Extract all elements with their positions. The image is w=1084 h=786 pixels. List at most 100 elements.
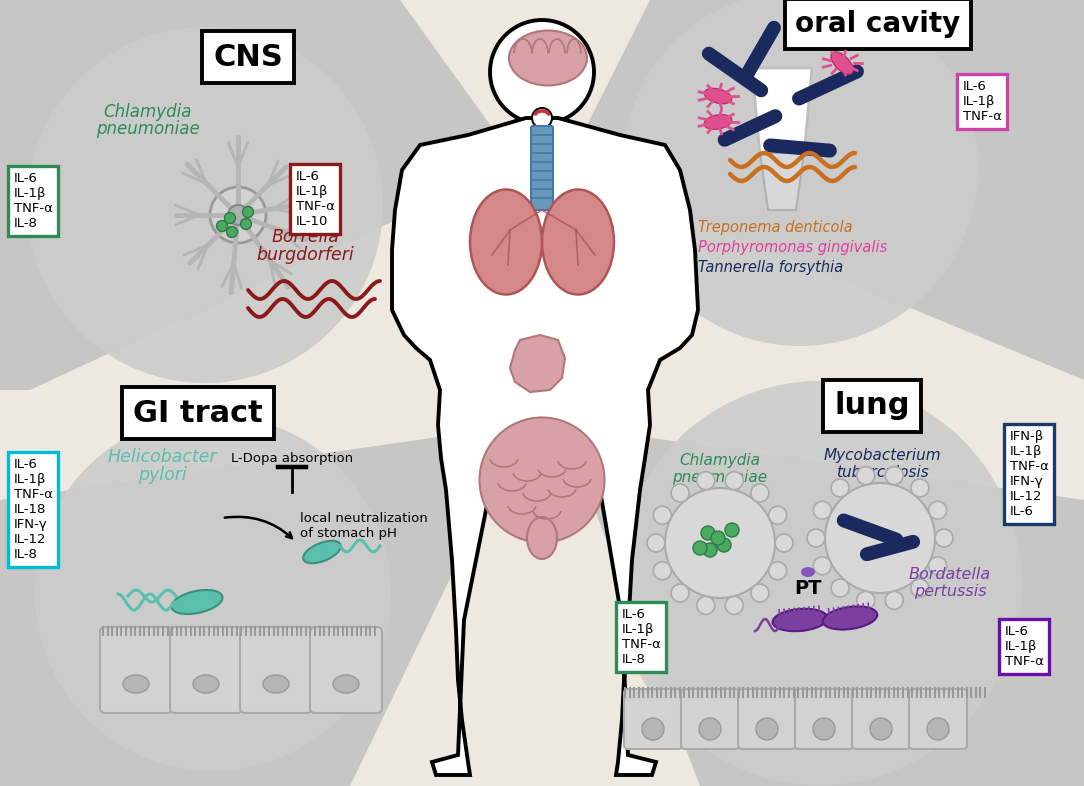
Circle shape [654, 562, 671, 580]
Text: burgdorferi: burgdorferi [256, 246, 353, 264]
Ellipse shape [801, 567, 815, 577]
Text: local neutralization
of stomach pH: local neutralization of stomach pH [300, 512, 428, 540]
Text: IL-6
IL-1β
TNF-α
IL-18
IFN-γ
IL-12
IL-8: IL-6 IL-1β TNF-α IL-18 IFN-γ IL-12 IL-8 [14, 458, 53, 561]
Text: CNS: CNS [214, 42, 283, 72]
Circle shape [813, 718, 835, 740]
Text: GI tract: GI tract [133, 399, 263, 428]
Ellipse shape [263, 675, 289, 693]
Circle shape [241, 219, 251, 230]
Circle shape [224, 212, 235, 223]
Ellipse shape [705, 88, 732, 104]
Circle shape [693, 541, 707, 555]
Ellipse shape [171, 590, 222, 614]
Circle shape [701, 526, 715, 540]
Ellipse shape [542, 189, 614, 295]
Circle shape [831, 479, 849, 497]
Circle shape [725, 472, 744, 490]
Ellipse shape [509, 31, 588, 86]
Text: IL-6
IL-1β
TNF-α
IL-8: IL-6 IL-1β TNF-α IL-8 [14, 172, 53, 230]
Ellipse shape [193, 675, 219, 693]
Circle shape [751, 484, 769, 502]
Circle shape [227, 226, 237, 237]
FancyBboxPatch shape [852, 689, 909, 749]
Circle shape [532, 108, 552, 128]
Polygon shape [760, 153, 804, 210]
FancyBboxPatch shape [909, 689, 967, 749]
Text: Tannerella forsythia: Tannerella forsythia [698, 260, 843, 275]
Circle shape [671, 484, 689, 502]
Circle shape [825, 483, 935, 593]
Circle shape [35, 415, 391, 771]
Text: pertussis: pertussis [914, 584, 986, 599]
Circle shape [870, 718, 892, 740]
Circle shape [228, 205, 248, 225]
Circle shape [813, 501, 831, 520]
Ellipse shape [304, 541, 340, 564]
Text: Porphyromonas gingivalis: Porphyromonas gingivalis [698, 240, 887, 255]
FancyBboxPatch shape [531, 126, 553, 210]
Text: Mycobacterium: Mycobacterium [823, 448, 941, 463]
Circle shape [725, 597, 744, 615]
Ellipse shape [831, 52, 853, 74]
Circle shape [806, 529, 825, 547]
Circle shape [697, 597, 714, 615]
Circle shape [927, 718, 948, 740]
Circle shape [769, 562, 787, 580]
Circle shape [886, 591, 903, 609]
Text: Treponema denticola: Treponema denticola [698, 220, 853, 235]
Circle shape [831, 579, 849, 597]
Text: Bordatella: Bordatella [909, 567, 991, 582]
Polygon shape [0, 430, 512, 786]
Circle shape [664, 488, 775, 598]
Circle shape [490, 20, 594, 124]
Circle shape [671, 584, 689, 602]
FancyBboxPatch shape [240, 627, 312, 713]
Text: tuberculosis: tuberculosis [836, 465, 928, 480]
FancyBboxPatch shape [624, 689, 682, 749]
Text: PT: PT [795, 578, 822, 597]
Text: Helicobacter: Helicobacter [107, 448, 217, 466]
Text: pneumoniae: pneumoniae [96, 120, 199, 138]
Circle shape [775, 534, 793, 552]
Circle shape [935, 529, 953, 547]
Text: Chlamydia: Chlamydia [104, 103, 192, 121]
FancyBboxPatch shape [100, 627, 172, 713]
Circle shape [725, 523, 739, 537]
Ellipse shape [470, 189, 542, 295]
FancyBboxPatch shape [310, 627, 382, 713]
Circle shape [856, 467, 875, 485]
Circle shape [210, 187, 266, 243]
FancyBboxPatch shape [795, 689, 853, 749]
Text: pneumoniae: pneumoniae [672, 470, 767, 485]
Circle shape [654, 506, 671, 524]
Text: Borrelia: Borrelia [271, 228, 339, 246]
Ellipse shape [705, 115, 732, 130]
FancyBboxPatch shape [170, 627, 242, 713]
Circle shape [717, 538, 731, 552]
Circle shape [27, 27, 383, 383]
Text: pylori: pylori [138, 466, 186, 484]
Ellipse shape [773, 609, 827, 631]
Ellipse shape [527, 517, 557, 559]
Text: IL-6
IL-1β
TNF-α: IL-6 IL-1β TNF-α [1005, 625, 1044, 668]
Circle shape [911, 479, 929, 497]
Circle shape [911, 579, 929, 597]
Circle shape [711, 531, 725, 545]
Circle shape [622, 0, 978, 346]
Ellipse shape [122, 675, 149, 693]
Text: IL-6
IL-1β
TNF-α: IL-6 IL-1β TNF-α [963, 80, 1002, 123]
Ellipse shape [823, 607, 877, 630]
Circle shape [243, 207, 254, 218]
Polygon shape [509, 335, 565, 392]
Text: IL-6
IL-1β
TNF-α
IL-8: IL-6 IL-1β TNF-α IL-8 [622, 608, 661, 666]
Polygon shape [752, 68, 812, 155]
Text: IL-6
IL-1β
TNF-α
IL-10: IL-6 IL-1β TNF-α IL-10 [296, 170, 335, 228]
Circle shape [756, 718, 778, 740]
Ellipse shape [479, 417, 605, 542]
Text: lung: lung [835, 391, 909, 421]
Circle shape [856, 591, 875, 609]
Polygon shape [0, 0, 512, 390]
Polygon shape [572, 0, 1084, 380]
Circle shape [929, 501, 946, 520]
Circle shape [769, 506, 787, 524]
